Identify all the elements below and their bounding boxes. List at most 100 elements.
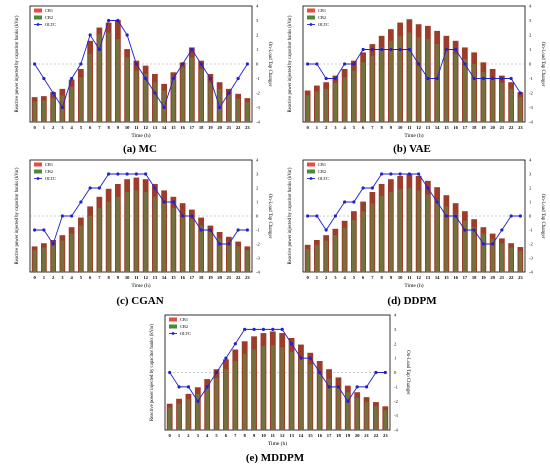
x-tick-label: 16 (180, 125, 185, 130)
cb2-bar (195, 393, 200, 430)
cb2-bar (217, 238, 222, 272)
y-axis-label: Reactive power injected by capacitor ban… (15, 15, 20, 112)
y2-tick-label: 2 (529, 33, 532, 38)
y2-tick-label: 4 (529, 158, 532, 163)
cb2-bar (116, 196, 120, 272)
legend-swatch (169, 317, 177, 322)
cb2-bar (364, 402, 369, 430)
y2-tick-label: -2 (394, 399, 399, 404)
x-tick-label: 14 (162, 125, 167, 130)
cb2-bar (224, 369, 228, 430)
x-tick-label: 12 (416, 275, 421, 280)
cb2-bar (370, 203, 375, 272)
x-tick-label: 23 (245, 275, 250, 280)
legend-label: CB2 (45, 169, 53, 174)
oltc-point (426, 186, 430, 190)
x-tick-label: 8 (107, 275, 110, 280)
oltc-point (177, 385, 181, 389)
oltc-point (352, 200, 356, 204)
oltc-point (361, 47, 365, 52)
cb2-bar (252, 349, 256, 430)
oltc-point (463, 228, 467, 232)
x-tick-label: 5 (353, 125, 356, 130)
oltc-point (125, 33, 129, 37)
oltc-point (208, 76, 212, 81)
cb2-bar (324, 88, 328, 122)
y2-tick-label: -3 (529, 105, 534, 110)
x-tick-label: 12 (280, 433, 285, 438)
cb2-bar (308, 364, 313, 430)
y2-tick-label: 2 (394, 341, 397, 346)
cb2-bar (42, 100, 46, 122)
cb2-bar (143, 192, 148, 272)
oltc-point (306, 62, 310, 66)
cb2-bar (233, 361, 238, 430)
cb2-bar (180, 67, 185, 122)
panel-caption: (b) VAE (393, 143, 431, 155)
legend-label: CB1 (318, 8, 326, 13)
x-tick-label: 21 (227, 125, 232, 130)
cb2-bar (490, 239, 495, 272)
cb2-bar (32, 101, 37, 122)
cb2-bar (463, 220, 467, 272)
cb2-bar (245, 250, 250, 272)
cb2-bar (342, 227, 347, 272)
oltc-point (481, 76, 485, 81)
legend-swatch (169, 324, 177, 329)
oltc-point (218, 105, 222, 110)
oltc-point (383, 370, 387, 375)
cb2-bar (190, 57, 194, 122)
oltc-point (435, 76, 439, 81)
cb2-bar (379, 47, 384, 122)
cb2-bar (444, 49, 449, 123)
x-tick-label: 13 (289, 433, 294, 438)
x-tick-label: 22 (509, 275, 514, 280)
y2-tick-label: 1 (256, 200, 259, 205)
x-tick-label: 9 (117, 275, 120, 280)
oltc-point (97, 186, 101, 190)
oltc-point (199, 228, 203, 232)
x-tick-label: 17 (463, 125, 468, 130)
x-tick-label: 22 (509, 125, 514, 130)
x-tick-label: 7 (371, 125, 374, 130)
oltc-point (196, 399, 200, 403)
cb2-bar (305, 95, 310, 122)
x-tick-label: 7 (371, 275, 374, 280)
cb2-bar (261, 346, 266, 430)
oltc-point (324, 228, 328, 232)
oltc-point (60, 105, 64, 110)
x-tick-label: 5 (80, 125, 83, 130)
oltc-point (205, 385, 209, 389)
oltc-point (233, 342, 237, 346)
x-tick-label: 6 (362, 275, 365, 280)
x-tick-label: 9 (390, 125, 393, 130)
x-axis-label: Time (h) (404, 132, 423, 139)
cb2-bar (180, 214, 185, 272)
oltc-point (51, 91, 55, 95)
x-axis-label: Time (h) (131, 132, 150, 139)
x-axis-label: Time (h) (268, 440, 287, 447)
x-tick-label: 9 (253, 433, 256, 438)
legend-swatch (307, 15, 315, 20)
x-tick-label: 19 (346, 433, 351, 438)
oltc-point (380, 47, 384, 52)
x-tick-label: 17 (190, 275, 195, 280)
y2-tick-label: -3 (256, 105, 261, 110)
cb2-bar (453, 54, 458, 122)
x-tick-label: 3 (61, 125, 64, 130)
x-tick-label: 20 (217, 125, 222, 130)
y2-axis-label: On-Load Tap Changer (267, 42, 272, 87)
cb2-bar (227, 242, 231, 272)
legend-label: CB2 (180, 324, 188, 329)
x-tick-label: 0 (306, 275, 309, 280)
legend-swatch (34, 15, 42, 20)
oltc-point (299, 356, 303, 360)
cb2-bar (407, 32, 412, 123)
cb2-bar (374, 406, 378, 430)
oltc-point (435, 200, 439, 204)
oltc-point (364, 385, 369, 389)
oltc-point (380, 172, 384, 176)
cb2-bar (352, 220, 356, 272)
x-tick-label: 9 (390, 275, 393, 280)
x-tick-label: 17 (327, 433, 332, 438)
